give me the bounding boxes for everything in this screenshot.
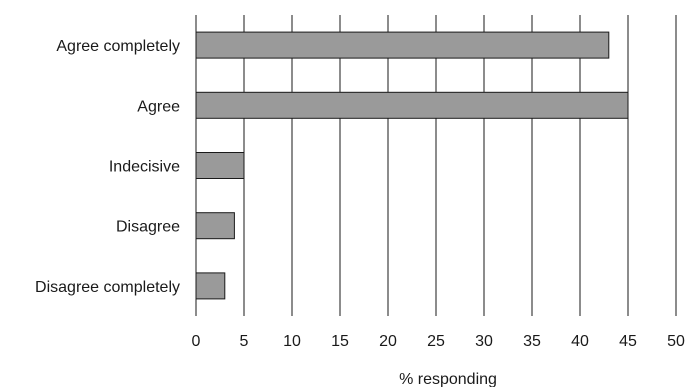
bar-disagree xyxy=(195,212,235,240)
x-tick-label-5: 5 xyxy=(240,333,249,350)
category-label-agree-completely: Agree completely xyxy=(56,38,180,55)
bar-agree-completely xyxy=(195,31,610,59)
x-tick-label-40: 40 xyxy=(571,333,589,350)
x-tick-label-35: 35 xyxy=(523,333,541,350)
bars xyxy=(195,31,629,300)
x-tick-label-45: 45 xyxy=(619,333,637,350)
bar-disagree-completely xyxy=(195,272,226,300)
x-tick-label-20: 20 xyxy=(379,333,397,350)
category-label-indecisive: Indecisive xyxy=(109,159,180,176)
category-labels: Agree completely Agree Indecisive Disagree D… xyxy=(35,38,180,296)
bar-indecisive xyxy=(195,152,245,179)
x-tick-label-25: 25 xyxy=(427,333,445,350)
category-label-disagree: Disagree xyxy=(116,219,180,236)
x-tick-label-15: 15 xyxy=(331,333,349,350)
bar-agree xyxy=(195,91,629,119)
x-tick-label-30: 30 xyxy=(475,333,493,350)
x-tick-label-10: 10 xyxy=(283,333,301,350)
x-tick-labels: 0 5 10 15 20 25 30 35 40 45 50 xyxy=(192,333,685,350)
category-label-disagree-completely: Disagree completely xyxy=(35,279,180,296)
x-axis-title: % responding xyxy=(399,371,497,387)
gridlines xyxy=(195,15,677,316)
x-tick-label-0: 0 xyxy=(192,333,201,350)
x-tick-label-50: 50 xyxy=(667,333,685,350)
category-label-agree: Agree xyxy=(137,98,180,115)
